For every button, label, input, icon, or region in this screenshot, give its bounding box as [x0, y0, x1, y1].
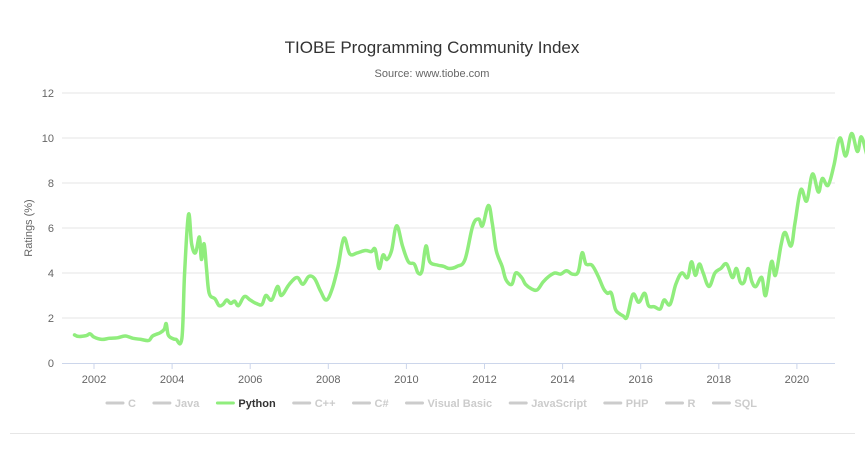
x-tick-label: 2012	[472, 374, 496, 386]
legend-item-c[interactable]: C	[107, 398, 136, 410]
legend-label: Visual Basic	[428, 398, 493, 410]
legend-label: Python	[238, 398, 276, 410]
x-tick-label: 2020	[785, 374, 809, 386]
legend-item-c-[interactable]: C#	[354, 398, 389, 410]
x-tick-label: 2016	[628, 374, 652, 386]
python-series-line[interactable]	[75, 109, 865, 344]
legend-item-java[interactable]: Java	[154, 398, 200, 410]
legend-label: C++	[315, 398, 336, 410]
y-tick-label: 2	[48, 313, 54, 325]
chart-subtitle: Source: www.tiobe.com	[375, 68, 490, 80]
y-tick-label: 4	[48, 268, 54, 280]
x-tick-label: 2004	[160, 374, 184, 386]
x-tick-label: 2006	[238, 374, 262, 386]
legend-label: C	[128, 398, 136, 410]
legend-label: SQL	[734, 398, 757, 410]
legend-item-visual-basic[interactable]: Visual Basic	[407, 398, 493, 410]
legend-item-c-[interactable]: C++	[294, 398, 336, 410]
x-tick-label: 2008	[316, 374, 340, 386]
legend: C Java Python C++ C# Visual Basic JavaScript PH…	[107, 398, 757, 410]
y-tick-label: 10	[42, 133, 54, 145]
x-tick-label: 2002	[82, 374, 106, 386]
legend-item-php[interactable]: PHP	[605, 398, 649, 410]
legend-label: C#	[375, 398, 389, 410]
legend-label: PHP	[626, 398, 649, 410]
y-tick-label: 0	[48, 358, 54, 370]
legend-label: R	[688, 398, 696, 410]
y-tick-label: 8	[48, 178, 54, 190]
legend-item-javascript[interactable]: JavaScript	[510, 398, 587, 410]
x-tick-label: 2010	[394, 374, 418, 386]
x-axis-ticks: 2002 2004 2006 2008 2010 2012 2014 2016 2018 2020	[82, 363, 809, 386]
bottom-divider	[10, 433, 855, 434]
legend-label: JavaScript	[531, 398, 587, 410]
legend-item-sql[interactable]: SQL	[713, 398, 757, 410]
gridlines	[62, 93, 835, 318]
legend-item-python[interactable]: Python	[217, 398, 276, 410]
y-axis-label: Ratings (%)	[23, 199, 35, 256]
y-tick-label: 12	[42, 88, 54, 100]
legend-label: Java	[175, 398, 200, 410]
y-axis-ticks: 0 2 4 6 8 10 12	[42, 88, 54, 370]
y-tick-label: 6	[48, 223, 54, 235]
x-tick-label: 2018	[707, 374, 731, 386]
x-tick-label: 2014	[550, 374, 574, 386]
legend-item-r[interactable]: R	[667, 398, 696, 410]
chart-title: TIOBE Programming Community Index	[285, 38, 580, 57]
